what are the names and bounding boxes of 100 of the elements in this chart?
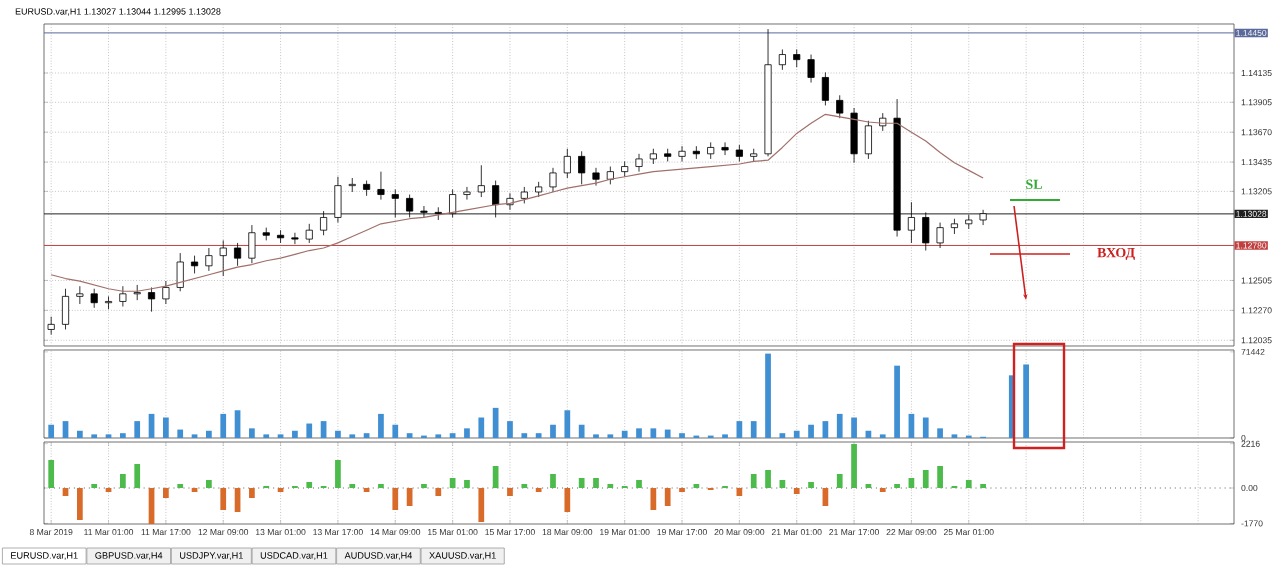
bar [507,488,513,496]
bar [894,365,900,438]
bar [937,466,943,488]
bar [306,423,313,438]
bar [750,421,757,438]
bar [478,417,485,438]
bar [550,474,556,488]
candlestick [147,287,156,313]
bar [636,428,642,438]
bar [922,470,929,488]
bar [392,488,399,510]
bar [306,482,313,488]
bar [578,478,585,488]
bar [550,424,556,438]
bar [664,488,671,506]
bar [378,413,384,438]
bar [851,417,857,438]
bar [163,488,169,498]
candlestick [305,223,313,244]
candlestick [721,141,729,156]
bar [335,460,341,488]
bar [134,464,141,488]
candlestick [850,107,858,164]
bar [206,480,212,488]
bar [793,488,800,494]
candlestick [320,210,328,236]
bar [392,424,399,438]
candlestick [778,49,786,71]
bar [177,429,184,438]
candlestick [477,164,485,198]
bar [76,430,83,438]
candlestick [90,288,98,309]
candlestick [821,71,829,106]
bar [564,488,571,512]
bar [507,421,513,438]
bar [793,430,800,438]
candlestick [377,171,385,201]
candlestick [635,153,643,173]
candlestick [248,224,256,264]
candlestick [420,205,428,218]
candlestick [678,145,686,162]
candlestick [907,201,915,244]
candlestick [334,176,342,223]
bar [636,480,642,488]
bar [765,470,771,488]
candlestick [563,148,571,179]
bar [206,430,212,438]
candlestick [219,239,227,277]
candlestick [979,209,987,226]
bar [650,488,657,510]
bar [664,429,671,438]
bar [292,430,298,438]
candlestick [492,180,500,218]
bar [48,460,55,488]
candlestick [578,150,586,185]
candlestick [277,229,285,244]
candlestick [76,285,84,305]
candlestick [234,242,242,267]
bar [808,482,814,488]
bar [249,428,255,438]
bar [492,466,499,488]
bar [937,428,943,438]
bar [464,428,470,438]
candlestick [463,186,471,201]
bar [564,410,571,438]
candlestick [936,222,944,249]
bar [1023,364,1029,438]
candlestick [176,252,184,292]
candlestick [549,167,557,193]
bar [836,413,843,438]
bar [851,444,857,488]
bar [120,474,126,488]
bar [220,488,227,510]
bar [593,478,599,488]
bar [76,488,83,520]
candlestick [434,206,442,221]
bar [765,353,771,438]
candlestick [291,232,299,245]
bar [578,424,585,438]
bar [249,488,255,498]
bar [464,480,470,488]
candlestick [348,177,356,193]
bar [750,474,757,488]
candlestick [61,288,70,330]
candlestick [592,167,600,187]
candlestick [864,120,872,160]
candlestick [692,145,700,160]
bar [435,488,442,496]
candlestick [205,247,213,272]
candlestick [449,189,457,218]
bar [48,424,55,438]
bar [134,421,141,438]
candlestick [807,54,815,83]
candlestick [104,295,113,310]
candlestick [162,280,170,305]
candlestick [391,189,399,218]
candlestick [406,194,414,218]
candlestick [119,285,127,307]
bar [492,407,499,438]
candlestick [922,211,930,251]
